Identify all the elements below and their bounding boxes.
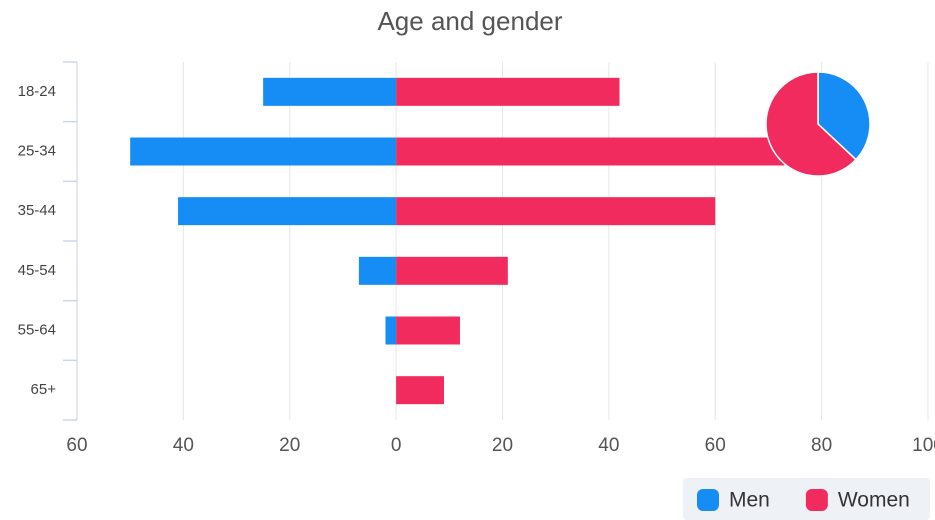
chart-title: Age and gender (377, 6, 562, 36)
legend-swatch (697, 489, 719, 511)
x-tick-label: 20 (492, 435, 513, 456)
bar (263, 77, 397, 106)
bar (396, 197, 716, 226)
x-tick-label: 80 (811, 435, 832, 456)
pie-slice (817, 71, 871, 161)
legend-label: Men (729, 489, 770, 512)
x-tick-label: 20 (279, 435, 300, 456)
bar (385, 316, 397, 345)
x-tick-label: 40 (173, 435, 194, 456)
bar (178, 197, 397, 226)
legend-swatch (805, 489, 828, 511)
bar (396, 256, 508, 285)
x-tick-label: 60 (66, 435, 87, 456)
bar (396, 77, 620, 106)
legend-label: Women (838, 489, 910, 512)
bar (130, 137, 397, 166)
y-tick-label: 25-34 (18, 142, 56, 159)
bar (358, 256, 397, 285)
bar (396, 316, 460, 345)
pie-slice (765, 71, 857, 177)
bar (396, 137, 785, 166)
y-tick-label: 45-54 (18, 262, 56, 279)
x-tick-label: 40 (598, 435, 619, 456)
y-tick-label: 18-24 (18, 83, 56, 100)
bar (396, 376, 444, 405)
x-tick-label: 0 (391, 435, 402, 456)
y-tick-label: 55-64 (18, 321, 56, 338)
y-tick-label: 35-44 (18, 202, 56, 219)
y-tick-label: 65+ (31, 381, 57, 398)
x-tick-label: 60 (705, 435, 726, 456)
x-tick-label: 100 (912, 435, 935, 456)
